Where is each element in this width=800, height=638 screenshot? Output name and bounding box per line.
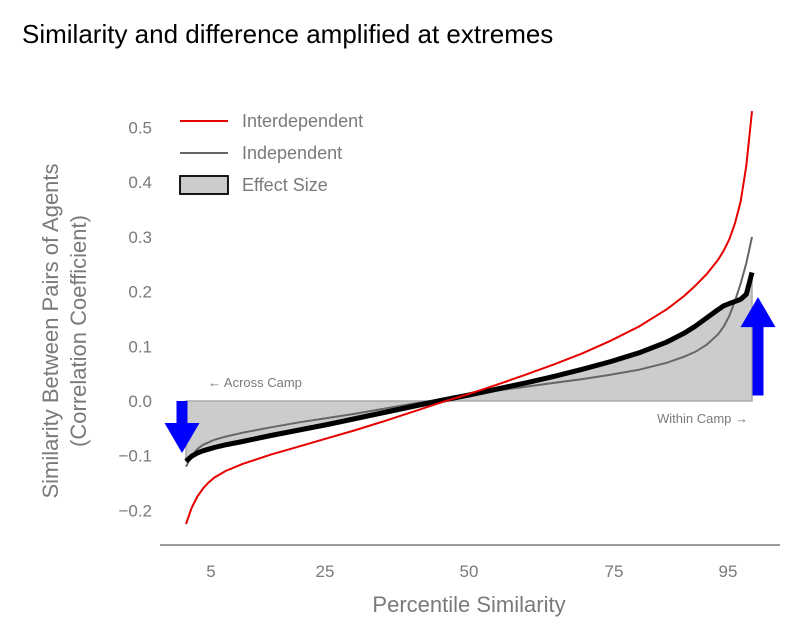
y-axis-ticks: −0.2 −0.1 0.0 0.1 0.2 0.3 0.4 0.5 [118,119,152,521]
x-tick-label: 25 [316,562,335,581]
y-tick-label: 0.3 [128,228,152,247]
y-tick-label: 0.2 [128,283,152,302]
legend-swatch [179,175,229,195]
x-axis-label: Percentile Similarity [372,592,565,617]
y-tick-label: 0.5 [128,119,152,138]
x-axis-ticks: 5 25 50 75 95 [206,562,737,581]
effect-size-fill [185,272,753,463]
x-tick-label: 75 [605,562,624,581]
plot-area: ← Across Camp Within Camp → [164,110,776,525]
x-tick-label: 5 [206,562,215,581]
y-tick-label: 0.1 [128,337,152,356]
y-tick-label: −0.2 [118,501,152,520]
legend: Interdependent Independent Effect Size [179,111,363,195]
annotation-within-camp: Within Camp → [657,411,748,426]
arrow-up [740,297,776,396]
legend-item: Independent [180,143,342,163]
x-tick-label: 50 [460,562,479,581]
y-axis-label: Similarity Between Pairs of Agents (Corr… [38,163,91,498]
legend-label: Independent [242,143,342,163]
arrow-down [164,401,200,453]
y-axis-label-line-2: (Correlation Coefficient) [66,215,91,447]
y-tick-label: 0.0 [128,392,152,411]
legend-label: Interdependent [242,111,363,131]
y-tick-label: −0.1 [118,447,152,466]
chart-title: Similarity and difference amplified at e… [22,19,553,49]
legend-item: Interdependent [180,111,363,131]
legend-item: Effect Size [179,175,328,195]
y-tick-label: 0.4 [128,173,152,192]
legend-label: Effect Size [242,175,328,195]
series-line-effect-size [184,271,755,464]
series-line-interdependent [185,110,753,525]
arrow-group [164,297,776,453]
series-line-independent [185,236,753,468]
y-axis-label-line-1: Similarity Between Pairs of Agents [38,163,63,498]
annotation-across-camp: ← Across Camp [208,375,302,390]
x-tick-label: 95 [719,562,738,581]
